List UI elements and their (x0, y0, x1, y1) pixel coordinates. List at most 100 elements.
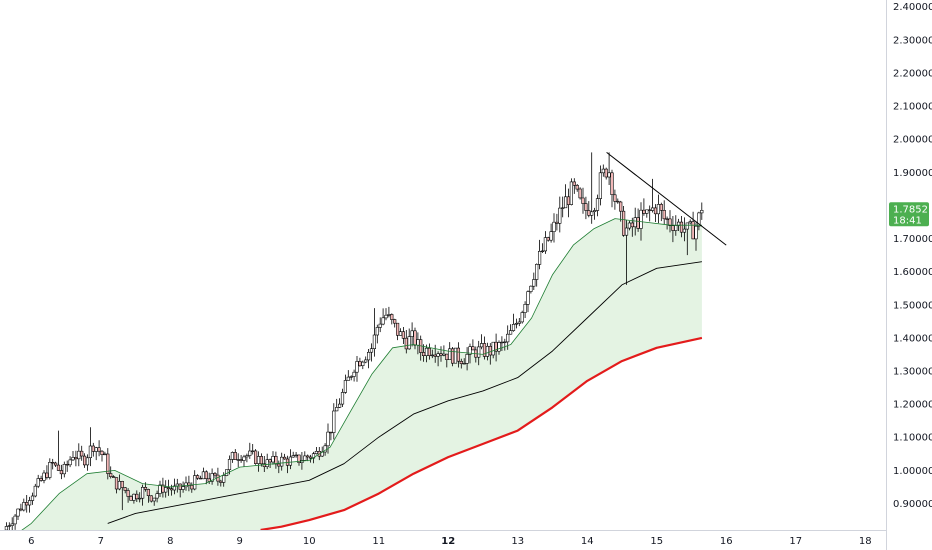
candle-body (656, 204, 660, 215)
candle-body (450, 348, 455, 364)
x-axis[interactable]: 6 7 8 9 10 11 12 13 14 15 16 17 18 (28, 536, 871, 547)
candle-body (613, 194, 617, 202)
candle (274, 451, 278, 469)
y-tick-label: 0.90000 (893, 499, 932, 510)
candle (233, 449, 237, 460)
candle-body (526, 291, 530, 305)
candle-body (653, 207, 658, 215)
candle (288, 449, 293, 470)
candle (636, 208, 640, 232)
y-axis[interactable]: 0.90000 1.00000 1.10000 1.20000 1.30000 1.400… (893, 2, 932, 510)
candle-body (53, 462, 58, 466)
candle (259, 453, 264, 467)
candle-body (592, 210, 597, 213)
candle (282, 453, 287, 460)
candle (152, 497, 156, 506)
candle (196, 474, 200, 480)
x-tick-label: 18 (859, 536, 872, 547)
candle-body (204, 471, 208, 479)
candle-body (85, 457, 90, 466)
candle-body (697, 212, 701, 227)
candle (372, 308, 377, 357)
candle-body (222, 475, 226, 483)
candle-body (297, 454, 301, 463)
candle-body (384, 314, 388, 319)
candle (352, 369, 356, 382)
x-tick-label: 13 (511, 536, 524, 547)
candle (280, 452, 284, 471)
candle (578, 187, 582, 200)
candle-body (135, 493, 139, 500)
candle-body (59, 470, 63, 475)
candle-body (685, 222, 689, 230)
candle-body (256, 456, 261, 464)
candle (523, 301, 527, 318)
moving-average-layer (21, 218, 703, 530)
y-tick-label: 2.10000 (893, 102, 932, 113)
x-tick-label: 14 (581, 536, 594, 547)
candle-body (103, 453, 107, 456)
candle-body (198, 477, 203, 480)
candle-body (39, 478, 43, 481)
price-tag-countdown: 18:41 (893, 215, 922, 226)
candle-body (175, 483, 179, 487)
candle-body (659, 204, 663, 211)
candle-body (48, 461, 52, 478)
area-fill-layer (3, 218, 702, 530)
candle-body (77, 450, 81, 460)
candle (694, 222, 698, 251)
candle-body (355, 361, 359, 373)
candle-body (558, 207, 562, 224)
candle-body (393, 319, 397, 324)
candle-body (51, 461, 55, 464)
candle (540, 243, 545, 253)
candle-body (424, 347, 429, 357)
x-tick-label: 8 (167, 536, 173, 547)
candle (146, 488, 151, 503)
candle (198, 475, 203, 480)
candlestick-layer (4, 152, 704, 530)
candle-body (114, 477, 119, 490)
candle-body (213, 473, 217, 476)
candle (242, 454, 246, 467)
candle (659, 202, 663, 222)
candle-body (132, 493, 136, 501)
candle-body (88, 445, 92, 458)
candle (138, 492, 142, 503)
candle (39, 475, 43, 482)
trendline[interactable] (606, 152, 727, 246)
candle (610, 169, 614, 208)
candle-body (416, 339, 420, 346)
candle-body (323, 445, 327, 453)
y-tick-label: 2.40000 (893, 2, 932, 13)
candle-body (621, 210, 626, 236)
candle (68, 456, 72, 468)
candle-body (506, 333, 510, 343)
x-tick-label: 10 (303, 536, 316, 547)
candle-body (123, 487, 127, 491)
candle (71, 451, 75, 461)
candle-body (146, 489, 151, 496)
candle (407, 328, 411, 350)
candle-body (537, 251, 542, 265)
candle-body (366, 351, 371, 361)
candle (265, 453, 269, 470)
candle-body (665, 218, 669, 220)
y-tick-label: 1.30000 (893, 367, 932, 378)
candle (421, 344, 426, 362)
candle-body (100, 450, 104, 456)
candle-body (540, 250, 545, 252)
candle-body (378, 323, 382, 328)
candle-body (610, 172, 614, 196)
candle (450, 347, 455, 367)
candle-body (662, 210, 666, 220)
candle-body (169, 488, 174, 491)
candle (112, 475, 116, 478)
candle-body (671, 225, 675, 231)
candle (552, 213, 556, 243)
candle (479, 334, 484, 350)
candle (126, 488, 130, 503)
trendline-layer[interactable] (606, 152, 727, 246)
candle (592, 207, 597, 220)
